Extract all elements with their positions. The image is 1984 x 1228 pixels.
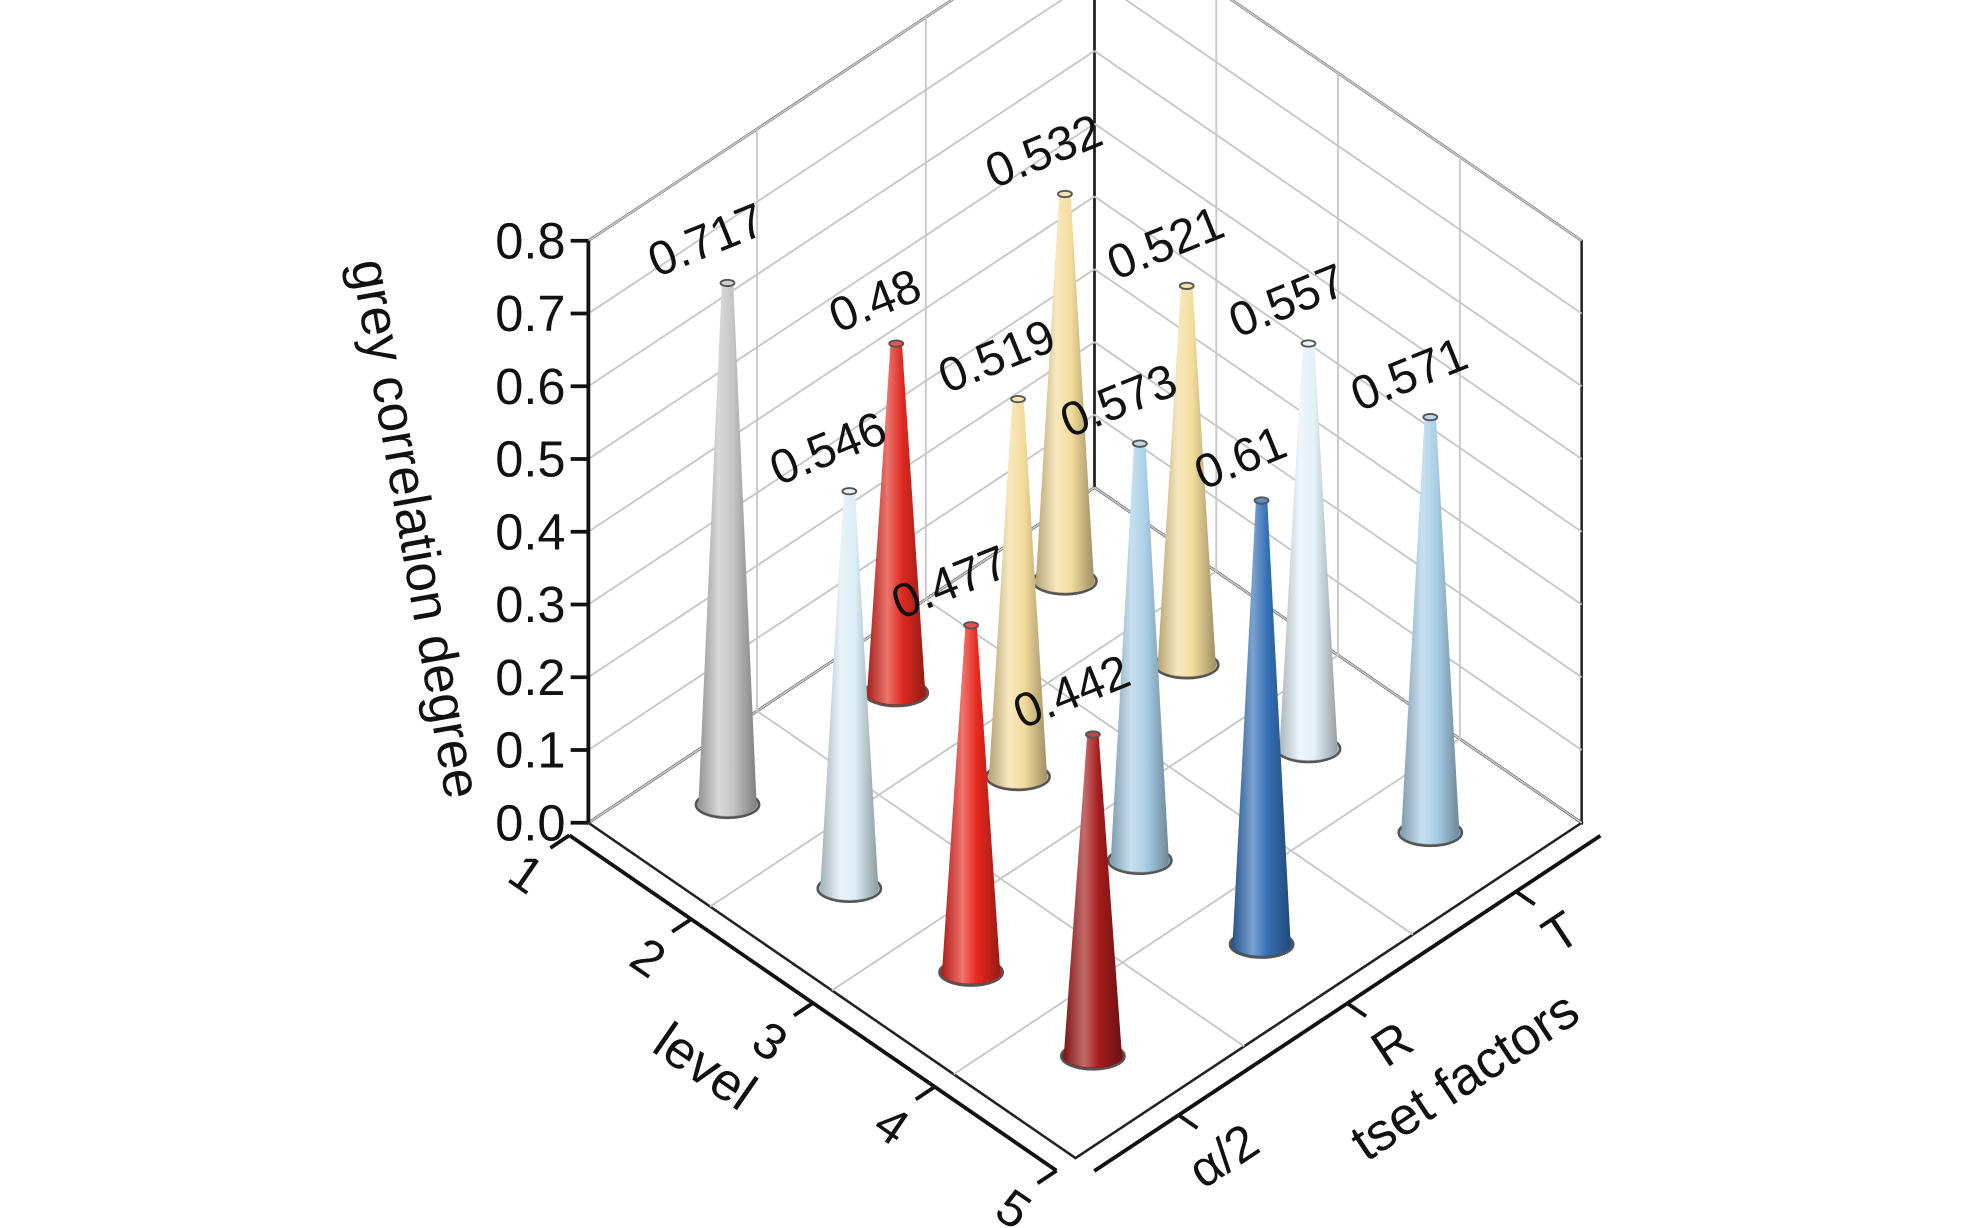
z-tick-label: 0.8 <box>495 212 565 269</box>
x-tick <box>914 1085 936 1101</box>
value-label: 0.717 <box>640 193 772 288</box>
cone-top <box>888 339 905 348</box>
z-axis-title: grey correlation degree <box>339 255 492 803</box>
x-tick <box>671 917 693 934</box>
z-tick-label: 0.1 <box>495 722 565 779</box>
cone <box>1279 343 1338 761</box>
value-label: 0.557 <box>1221 253 1353 348</box>
z-tick-label: 0.5 <box>495 431 565 488</box>
value-label: 0.546 <box>762 401 894 496</box>
z-tick-label: 0.4 <box>495 503 565 560</box>
z-tick-label: 0.7 <box>495 285 565 342</box>
y-axis-title: tset factors <box>1340 980 1589 1173</box>
x-tick-label: 5 <box>986 1177 1042 1228</box>
value-label: 0.48 <box>822 258 929 343</box>
floor-grid <box>953 738 1461 1076</box>
grid-line <box>587 50 1096 388</box>
cone-top <box>1084 730 1101 739</box>
cone-top <box>841 487 858 496</box>
value-label: 0.532 <box>978 104 1110 199</box>
grid-line <box>587 341 1096 679</box>
cone <box>1157 285 1216 677</box>
z-tick-label: 0.2 <box>495 649 565 706</box>
x-axis-title: level <box>643 1012 766 1123</box>
value-label: 0.519 <box>931 309 1063 404</box>
y-tick <box>1177 1113 1199 1130</box>
grid-line <box>587 122 1096 460</box>
cone <box>1401 417 1460 844</box>
x-tick-label: 1 <box>499 842 555 905</box>
cone <box>941 625 1001 984</box>
grid-line <box>587 268 1096 606</box>
x-tick-label: 4 <box>864 1094 920 1157</box>
cone <box>1110 443 1169 872</box>
y-tick <box>1514 890 1536 907</box>
cone-top <box>1253 496 1270 505</box>
cone-top <box>1178 281 1195 290</box>
grid-line <box>587 195 1096 533</box>
z-tick-label: 0.0 <box>495 794 565 851</box>
cone-top <box>963 621 980 630</box>
z-tick-label: 0.6 <box>495 358 565 415</box>
x-tick <box>549 833 571 850</box>
cone-top <box>719 278 736 288</box>
cone <box>1063 734 1122 1068</box>
value-label: 0.61 <box>1187 415 1294 500</box>
cone-top <box>1010 394 1026 404</box>
z-tick-label: 0.3 <box>495 576 565 633</box>
cone <box>698 282 757 817</box>
cone-top <box>1057 189 1073 199</box>
y-tick-label: T <box>1532 900 1589 965</box>
y-tick-label: R <box>1361 1010 1423 1078</box>
x-tick-label: 2 <box>621 926 677 989</box>
cone <box>1232 500 1291 956</box>
cone <box>867 343 926 705</box>
cone <box>820 491 879 900</box>
cone-top <box>1422 413 1439 422</box>
y-tick <box>1346 1001 1368 1018</box>
cone-top <box>1131 439 1148 448</box>
cone <box>988 399 1048 789</box>
x-tick <box>792 1001 815 1018</box>
cone-top <box>1300 339 1317 348</box>
grid-line <box>587 0 954 242</box>
cone <box>1035 194 1095 593</box>
grid-line <box>587 0 1064 315</box>
x-tick <box>1036 1169 1058 1185</box>
